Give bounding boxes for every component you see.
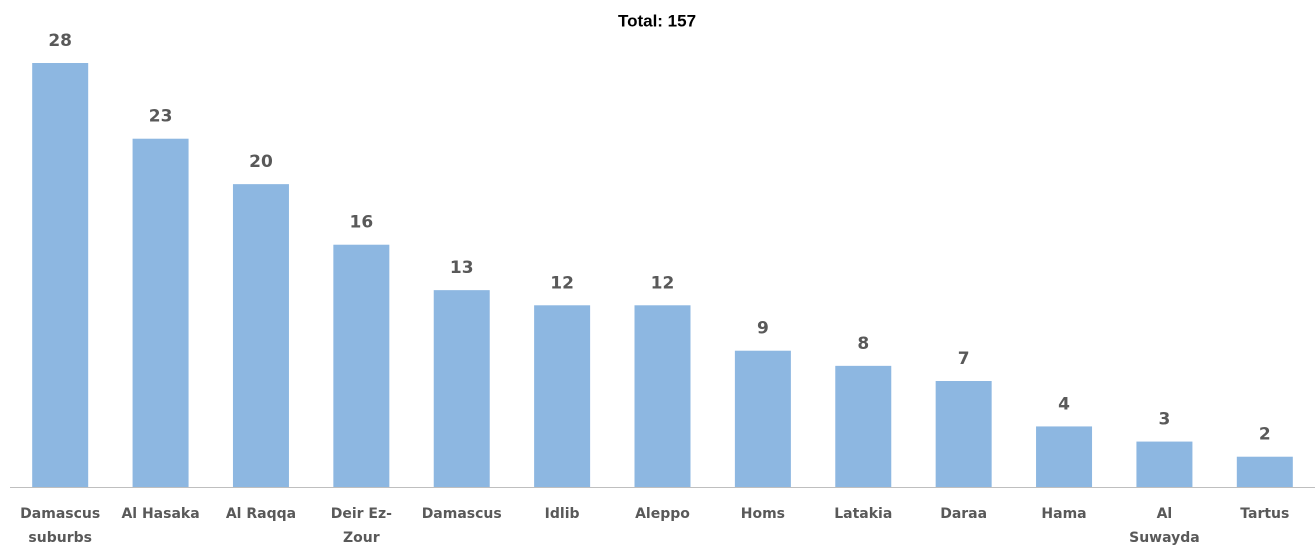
value-label: 8	[857, 334, 869, 354]
bar	[433, 290, 490, 487]
value-label: 20	[249, 152, 273, 172]
x-tick-label: Damascus suburbs	[20, 506, 101, 546]
x-tick-label: Daraa	[940, 506, 988, 522]
bar	[333, 244, 390, 487]
value-label: 23	[149, 107, 173, 127]
bar	[634, 305, 691, 487]
value-label: 12	[550, 273, 574, 293]
bar	[232, 184, 289, 487]
value-label: 13	[450, 258, 474, 278]
bar	[32, 63, 89, 487]
x-tick-label: Tartus	[1240, 506, 1290, 522]
bar	[132, 138, 189, 487]
value-label: 16	[350, 213, 374, 233]
bar	[734, 350, 791, 487]
value-label: 7	[958, 349, 970, 369]
value-label: 3	[1159, 410, 1171, 430]
x-tick-label: Latakia	[834, 506, 893, 522]
chart-title: Total: 157	[618, 11, 696, 30]
value-label: 12	[651, 273, 675, 293]
value-label: 28	[48, 31, 72, 51]
x-tick-label: Homs	[740, 506, 785, 522]
x-tick-label: Deir Ez- Zour	[330, 506, 392, 546]
bar	[935, 381, 992, 487]
value-label: 4	[1058, 394, 1070, 414]
value-label: 9	[757, 319, 769, 339]
x-tick-label: Al Suwayda	[1129, 506, 1200, 546]
bar	[534, 305, 591, 487]
value-label: 2	[1259, 425, 1271, 445]
x-tick-label: Al Raqqa	[225, 506, 297, 522]
x-tick-label: Damascus	[421, 506, 502, 522]
bar	[1036, 426, 1093, 487]
bar	[1136, 441, 1193, 487]
x-tick-label: Idlib	[544, 506, 580, 522]
x-tick-label: Hama	[1041, 506, 1087, 522]
bar	[835, 365, 892, 487]
x-tick-label: Aleppo	[635, 506, 690, 522]
x-tick-label: Al Hasaka	[121, 506, 200, 522]
bar	[1236, 456, 1293, 487]
